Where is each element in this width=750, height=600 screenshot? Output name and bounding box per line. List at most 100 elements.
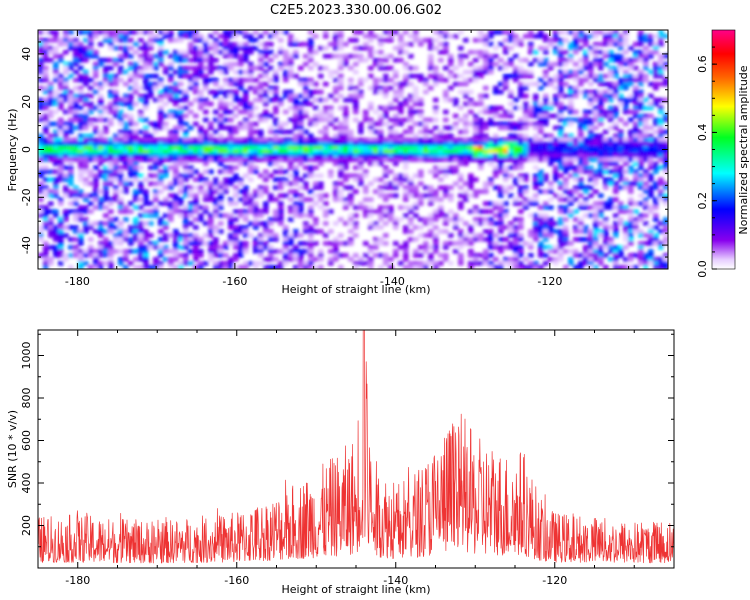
heatmap-cell <box>518 165 524 171</box>
heatmap-cell <box>298 261 304 266</box>
heatmap-cell <box>438 177 444 182</box>
heatmap-cell <box>193 245 199 250</box>
heatmap-cell <box>298 109 304 115</box>
heatmap-cell <box>558 61 564 67</box>
heatmap-cell <box>538 177 544 182</box>
heatmap-cell <box>563 61 569 67</box>
heatmap-cell <box>543 217 549 222</box>
heatmap-cell <box>48 85 54 91</box>
heatmap-cell <box>103 153 109 159</box>
heatmap-cell <box>163 213 169 218</box>
heatmap-cell <box>483 109 489 115</box>
heatmap-cell <box>568 149 574 155</box>
heatmap-cell <box>133 237 139 242</box>
heatmap-cell <box>493 245 499 250</box>
heatmap-cell <box>448 73 454 79</box>
heatmap-cell <box>188 205 194 210</box>
heatmap-cell <box>143 189 149 194</box>
heatmap-cell <box>48 109 54 115</box>
heatmap-cell <box>308 65 314 71</box>
heatmap-cell <box>483 209 489 214</box>
heatmap-cell <box>83 193 89 198</box>
heatmap-cell <box>533 125 539 131</box>
heatmap-cell <box>588 241 594 246</box>
heatmap-cell <box>233 185 239 190</box>
heatmap-cell <box>663 157 668 163</box>
heatmap-cell <box>483 145 489 151</box>
heatmap-cell <box>373 81 379 87</box>
heatmap-cell <box>228 45 234 51</box>
heatmap-cell <box>578 261 584 266</box>
heatmap-cell <box>73 93 79 99</box>
heatmap-cell <box>293 49 299 55</box>
heatmap-cell <box>123 257 129 262</box>
heatmap-cell <box>198 249 204 254</box>
heatmap-cell <box>423 125 429 131</box>
heatmap-cell <box>413 185 419 190</box>
heatmap-cell <box>603 129 609 135</box>
heatmap-cell <box>438 169 444 174</box>
heatmap-cell <box>378 237 384 242</box>
heatmap-cell <box>53 97 59 103</box>
heatmap-cell <box>573 217 579 222</box>
heatmap-cell <box>83 197 89 202</box>
heatmap-cell <box>253 129 259 135</box>
heatmap-cell <box>658 197 664 202</box>
heatmap-cell <box>523 125 529 131</box>
heatmap-cell <box>143 41 149 47</box>
heatmap-cell <box>228 145 234 151</box>
heatmap-cell <box>433 69 439 75</box>
heatmap-cell <box>118 77 124 83</box>
heatmap-cell <box>623 221 629 226</box>
heatmap-cell <box>488 201 494 206</box>
heatmap-cell <box>48 81 54 87</box>
heatmap-cell <box>618 81 624 87</box>
heatmap-cell <box>518 117 524 123</box>
heatmap-cell <box>143 149 149 155</box>
heatmap-cell <box>258 153 264 159</box>
heatmap-cell <box>83 45 89 51</box>
heatmap-cell <box>243 57 249 63</box>
heatmap-cell <box>53 245 59 250</box>
heatmap-cell <box>228 165 234 171</box>
heatmap-cell <box>203 261 209 266</box>
heatmap-cell <box>418 193 424 198</box>
heatmap-cell <box>38 137 44 143</box>
heatmap-cell <box>528 33 534 39</box>
heatmap-cell <box>578 185 584 190</box>
heatmap-cell <box>563 73 569 79</box>
heatmap-cell <box>483 85 489 91</box>
heatmap-cell <box>158 61 164 67</box>
heatmap-cell <box>363 261 369 266</box>
heatmap-cell <box>538 249 544 254</box>
heatmap-cell <box>413 93 419 99</box>
heatmap-cell <box>513 65 519 71</box>
heatmap-cell <box>643 257 649 262</box>
heatmap-cell <box>583 157 589 163</box>
heatmap-cell <box>473 193 479 198</box>
heatmap-cell <box>343 53 349 59</box>
heatmap-cell <box>478 117 484 123</box>
heatmap-cell <box>83 261 89 266</box>
heatmap-cell <box>348 81 354 87</box>
heatmap-cell <box>188 193 194 198</box>
heatmap-cell <box>463 241 469 246</box>
heatmap-cell <box>483 249 489 254</box>
heatmap-cell <box>613 153 619 159</box>
heatmap-cell <box>533 229 539 234</box>
heatmap-cell <box>408 81 414 87</box>
heatmap-cell <box>203 53 209 59</box>
heatmap-cell <box>138 197 144 202</box>
heatmap-cell <box>528 49 534 55</box>
heatmap-cell <box>638 81 644 87</box>
heatmap-cell <box>288 241 294 246</box>
heatmap-cell <box>458 173 464 178</box>
heatmap-cell <box>388 141 394 147</box>
heatmap-cell <box>263 97 269 103</box>
heatmap-cell <box>143 261 149 266</box>
heatmap-cell <box>78 49 84 55</box>
heatmap-cell <box>368 145 374 151</box>
heatmap-cell <box>638 121 644 127</box>
heatmap-cell <box>653 61 659 67</box>
heatmap-cell <box>333 125 339 131</box>
